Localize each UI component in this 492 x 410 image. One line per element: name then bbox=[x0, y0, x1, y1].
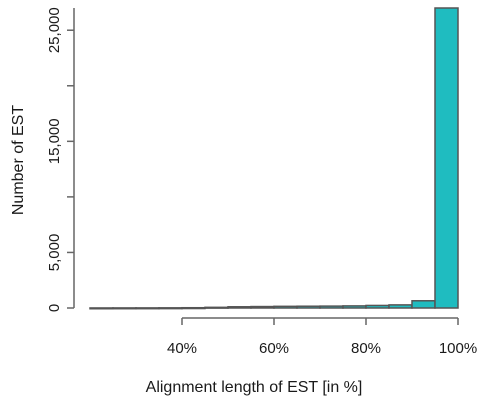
x-axis-title: Alignment length of EST [in %] bbox=[146, 379, 363, 396]
histogram-bar-1 bbox=[112, 307, 137, 310]
histogram-bar-13 bbox=[388, 304, 413, 309]
histogram-bar-15 bbox=[434, 7, 459, 309]
histogram-bars bbox=[89, 7, 459, 310]
y-axis: 0 5,000 15,000 25,000 bbox=[46, 7, 75, 312]
x-axis: 40% 60% 80% 100% bbox=[167, 317, 477, 357]
histogram-bar-6 bbox=[227, 306, 252, 309]
histogram-bar-11 bbox=[342, 305, 367, 309]
x-tick-label: 80% bbox=[351, 340, 381, 357]
y-tick-label: 25,000 bbox=[46, 7, 63, 53]
histogram-bar-4 bbox=[181, 306, 206, 310]
histogram-bar-9 bbox=[296, 305, 321, 309]
y-tick-label: 15,000 bbox=[46, 118, 63, 164]
histogram-bar-0 bbox=[89, 307, 114, 310]
histogram-bar-10 bbox=[319, 305, 344, 309]
y-tick-label: 5,000 bbox=[46, 234, 63, 272]
x-tick-label: 40% bbox=[167, 340, 197, 357]
y-axis-title: Number of EST bbox=[10, 105, 27, 215]
histogram-bar-3 bbox=[158, 307, 183, 310]
histogram-bar-2 bbox=[135, 307, 160, 310]
x-tick-label: 60% bbox=[259, 340, 289, 357]
histogram-bar-12 bbox=[365, 304, 390, 309]
x-tick-label: 100% bbox=[439, 340, 477, 357]
histogram-bar-7 bbox=[250, 305, 275, 309]
histogram-bar-8 bbox=[273, 305, 298, 309]
histogram-bar-14 bbox=[411, 300, 436, 309]
y-tick-label: 0 bbox=[46, 304, 63, 312]
histogram-bar-5 bbox=[204, 306, 229, 309]
